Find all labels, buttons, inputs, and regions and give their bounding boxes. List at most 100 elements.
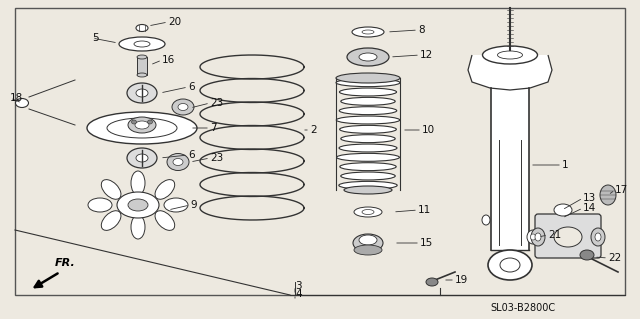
Ellipse shape <box>527 230 539 244</box>
Ellipse shape <box>531 228 545 246</box>
Ellipse shape <box>178 103 188 110</box>
Ellipse shape <box>339 182 397 189</box>
Text: 10: 10 <box>422 125 435 135</box>
Ellipse shape <box>131 120 136 124</box>
Text: 13: 13 <box>583 193 596 203</box>
Ellipse shape <box>362 210 374 214</box>
Text: 4: 4 <box>295 289 301 299</box>
Ellipse shape <box>127 148 157 168</box>
Ellipse shape <box>340 97 396 105</box>
Ellipse shape <box>101 211 121 230</box>
Text: 12: 12 <box>420 50 433 60</box>
Ellipse shape <box>136 154 148 162</box>
Text: 8: 8 <box>418 25 424 35</box>
Text: 17: 17 <box>615 185 628 195</box>
Ellipse shape <box>155 180 175 199</box>
Ellipse shape <box>128 199 148 211</box>
Ellipse shape <box>137 73 147 77</box>
Ellipse shape <box>482 215 490 225</box>
Ellipse shape <box>147 120 152 124</box>
Ellipse shape <box>340 125 396 133</box>
Text: 14: 14 <box>583 203 596 213</box>
Ellipse shape <box>483 46 538 64</box>
Text: 22: 22 <box>608 253 621 263</box>
Ellipse shape <box>535 233 541 241</box>
Text: SL03-B2800C: SL03-B2800C <box>490 303 555 313</box>
Text: 7: 7 <box>210 123 216 133</box>
Ellipse shape <box>164 198 188 212</box>
Ellipse shape <box>352 27 384 37</box>
FancyBboxPatch shape <box>535 214 601 258</box>
Bar <box>491 88 529 250</box>
Ellipse shape <box>131 171 145 195</box>
Ellipse shape <box>497 51 522 59</box>
Ellipse shape <box>347 48 389 66</box>
Ellipse shape <box>340 135 396 143</box>
Ellipse shape <box>554 227 582 247</box>
Ellipse shape <box>354 245 382 255</box>
Ellipse shape <box>340 172 396 180</box>
Ellipse shape <box>339 144 397 152</box>
Ellipse shape <box>128 117 156 133</box>
Bar <box>137 57 147 75</box>
Ellipse shape <box>15 99 29 108</box>
Ellipse shape <box>340 163 396 171</box>
Text: 23: 23 <box>210 98 223 108</box>
Ellipse shape <box>595 233 601 241</box>
Ellipse shape <box>580 250 594 260</box>
Text: 11: 11 <box>418 205 431 215</box>
Ellipse shape <box>88 198 112 212</box>
Ellipse shape <box>500 258 520 272</box>
Ellipse shape <box>127 83 157 103</box>
Ellipse shape <box>134 41 150 47</box>
Text: 18: 18 <box>10 93 23 103</box>
Ellipse shape <box>117 192 159 218</box>
Text: 6: 6 <box>188 82 195 92</box>
Ellipse shape <box>136 25 148 32</box>
Ellipse shape <box>107 118 177 138</box>
Text: 6: 6 <box>188 150 195 160</box>
Text: 16: 16 <box>162 55 175 65</box>
Ellipse shape <box>136 89 148 97</box>
Ellipse shape <box>131 215 145 239</box>
Text: 5: 5 <box>92 33 99 43</box>
Ellipse shape <box>119 37 165 51</box>
Ellipse shape <box>600 185 616 205</box>
Bar <box>15 8 625 295</box>
Ellipse shape <box>336 79 400 87</box>
Text: 1: 1 <box>562 160 568 170</box>
Ellipse shape <box>173 159 183 166</box>
Ellipse shape <box>167 153 189 170</box>
Text: 23: 23 <box>210 153 223 163</box>
Ellipse shape <box>135 121 149 129</box>
Ellipse shape <box>339 88 397 96</box>
Ellipse shape <box>336 116 400 124</box>
Text: 20: 20 <box>168 17 181 27</box>
Text: 21: 21 <box>548 230 561 240</box>
Polygon shape <box>468 55 552 90</box>
Ellipse shape <box>101 180 121 199</box>
Ellipse shape <box>155 211 175 230</box>
Ellipse shape <box>87 112 197 144</box>
Ellipse shape <box>554 204 572 216</box>
Ellipse shape <box>172 99 194 115</box>
Ellipse shape <box>488 250 532 280</box>
Text: 19: 19 <box>455 275 468 285</box>
Ellipse shape <box>591 228 605 246</box>
Text: 9: 9 <box>190 200 196 210</box>
Ellipse shape <box>137 55 147 59</box>
Ellipse shape <box>336 73 400 83</box>
Ellipse shape <box>359 53 377 61</box>
Ellipse shape <box>531 234 536 240</box>
Text: FR.: FR. <box>55 258 76 268</box>
Ellipse shape <box>339 107 397 115</box>
Ellipse shape <box>426 278 438 286</box>
Ellipse shape <box>344 186 392 194</box>
Text: 3: 3 <box>295 281 301 291</box>
Ellipse shape <box>337 153 399 161</box>
Ellipse shape <box>353 234 383 252</box>
Text: 15: 15 <box>420 238 433 248</box>
Ellipse shape <box>359 235 377 245</box>
Ellipse shape <box>354 207 382 217</box>
Text: 2: 2 <box>310 125 317 135</box>
